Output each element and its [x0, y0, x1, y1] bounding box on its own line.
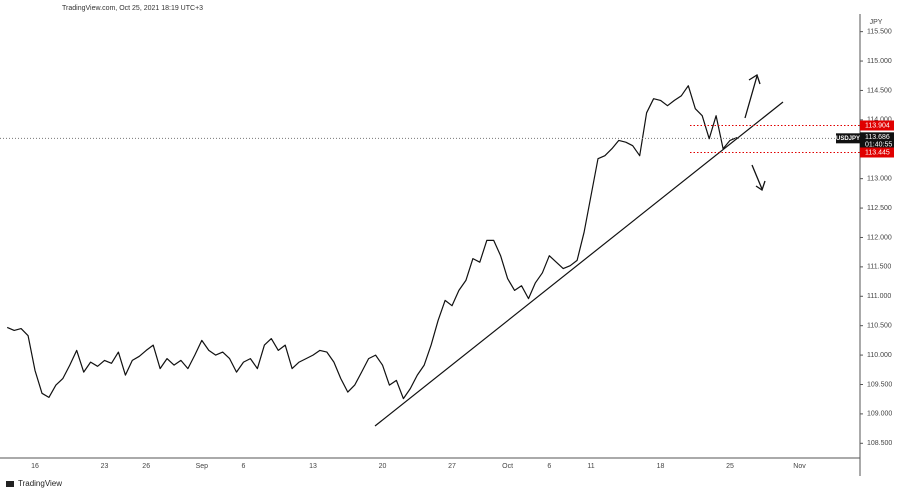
y-tick-label: 113.000 — [867, 176, 892, 183]
y-tick-label: 112.500 — [867, 205, 892, 212]
x-tick-label: Sep — [196, 463, 209, 470]
x-tick-label: Oct — [502, 463, 513, 470]
symbol-box — [836, 133, 860, 144]
x-tick-label: 25 — [726, 463, 734, 470]
y-tick-label: 111.000 — [867, 293, 891, 300]
y-tick-label: 114.500 — [867, 87, 892, 94]
x-tick-label: 11 — [587, 463, 594, 470]
x-tick-label: 18 — [657, 463, 665, 470]
level-box — [860, 120, 894, 131]
price-line — [6, 85, 738, 400]
level-label: 113.445 — [865, 149, 890, 156]
trend-line — [374, 101, 784, 427]
y-tick-label: 112.000 — [867, 234, 892, 241]
y-tick-label: 109.500 — [867, 381, 892, 388]
x-tick-label: Nov — [793, 463, 806, 470]
x-tick-label: 20 — [379, 463, 387, 470]
level-label: 113.904 — [865, 122, 890, 129]
symbol-label: USDJPY — [836, 136, 860, 142]
last-price-label: 113.686 — [865, 134, 890, 141]
level-box — [860, 147, 894, 158]
y-tick-label: 115.500 — [867, 28, 892, 35]
last-price-box — [860, 132, 894, 150]
y-tick-label: 110.000 — [867, 352, 892, 359]
y-tick-label: 109.000 — [867, 411, 892, 418]
x-tick-label: 6 — [242, 463, 246, 470]
chart-header: TradingView.com, Oct 25, 2021 18:19 UTC+… — [62, 5, 203, 12]
y-tick-label: 108.500 — [867, 440, 892, 447]
y-tick-label: 115.000 — [867, 58, 892, 65]
x-tick-label: 27 — [448, 463, 456, 470]
x-tick-label: 16 — [31, 463, 39, 470]
x-tick-label: 23 — [101, 463, 109, 470]
x-tick-label: 26 — [142, 463, 150, 470]
x-tick-label: 6 — [547, 463, 551, 470]
y-tick-label: 114.000 — [867, 117, 892, 124]
brand-logo: TradingView — [6, 479, 62, 488]
y-tick-label: 111.500 — [867, 264, 891, 271]
x-tick-label: 13 — [309, 463, 317, 470]
countdown-label: 01:40:55 — [865, 142, 892, 149]
y-tick-label: 110.500 — [867, 323, 892, 330]
arrow-up — [744, 74, 761, 119]
brand: TradingView — [18, 479, 62, 488]
arrow-down — [751, 164, 766, 192]
y-axis-label: JPY — [870, 19, 883, 26]
